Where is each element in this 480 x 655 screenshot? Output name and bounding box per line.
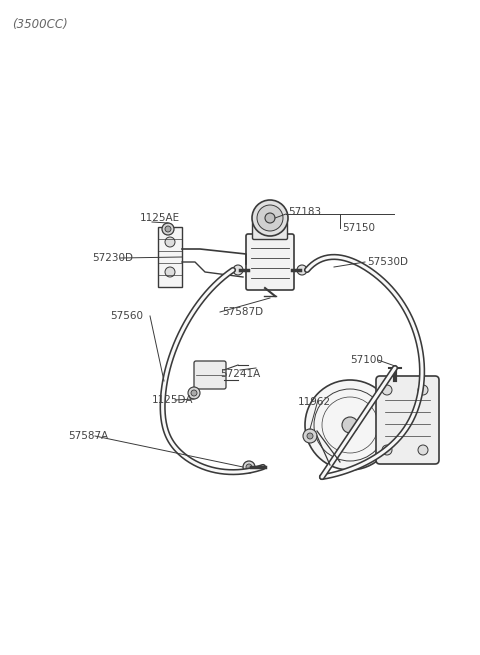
FancyBboxPatch shape bbox=[246, 234, 294, 290]
FancyBboxPatch shape bbox=[194, 361, 226, 389]
Circle shape bbox=[165, 267, 175, 277]
Circle shape bbox=[243, 461, 255, 473]
Text: 57530D: 57530D bbox=[367, 257, 408, 267]
Text: 11962: 11962 bbox=[298, 397, 331, 407]
Text: 57230D: 57230D bbox=[92, 253, 133, 263]
Text: 57100: 57100 bbox=[350, 355, 383, 365]
Text: 1125DA: 1125DA bbox=[152, 395, 193, 405]
Text: 57587D: 57587D bbox=[222, 307, 263, 317]
FancyBboxPatch shape bbox=[158, 227, 182, 287]
Circle shape bbox=[307, 433, 313, 439]
Circle shape bbox=[418, 385, 428, 395]
Circle shape bbox=[246, 464, 252, 470]
Circle shape bbox=[252, 200, 288, 236]
Text: 57560: 57560 bbox=[110, 311, 143, 321]
Text: 1125AE: 1125AE bbox=[140, 213, 180, 223]
Circle shape bbox=[188, 387, 200, 399]
Circle shape bbox=[165, 226, 171, 232]
FancyBboxPatch shape bbox=[252, 223, 288, 240]
Circle shape bbox=[233, 265, 243, 275]
Circle shape bbox=[297, 265, 307, 275]
Text: 57150: 57150 bbox=[342, 223, 375, 233]
Text: 57241A: 57241A bbox=[220, 369, 260, 379]
Circle shape bbox=[191, 390, 197, 396]
Circle shape bbox=[165, 237, 175, 247]
Circle shape bbox=[265, 213, 275, 223]
Circle shape bbox=[342, 417, 358, 433]
Circle shape bbox=[418, 445, 428, 455]
Circle shape bbox=[257, 205, 283, 231]
FancyBboxPatch shape bbox=[376, 376, 439, 464]
Circle shape bbox=[382, 445, 392, 455]
Text: 57587A: 57587A bbox=[68, 431, 108, 441]
Circle shape bbox=[382, 385, 392, 395]
Circle shape bbox=[162, 223, 174, 235]
Circle shape bbox=[305, 380, 395, 470]
Text: 57183: 57183 bbox=[288, 207, 321, 217]
Circle shape bbox=[303, 429, 317, 443]
Text: (3500CC): (3500CC) bbox=[12, 18, 68, 31]
